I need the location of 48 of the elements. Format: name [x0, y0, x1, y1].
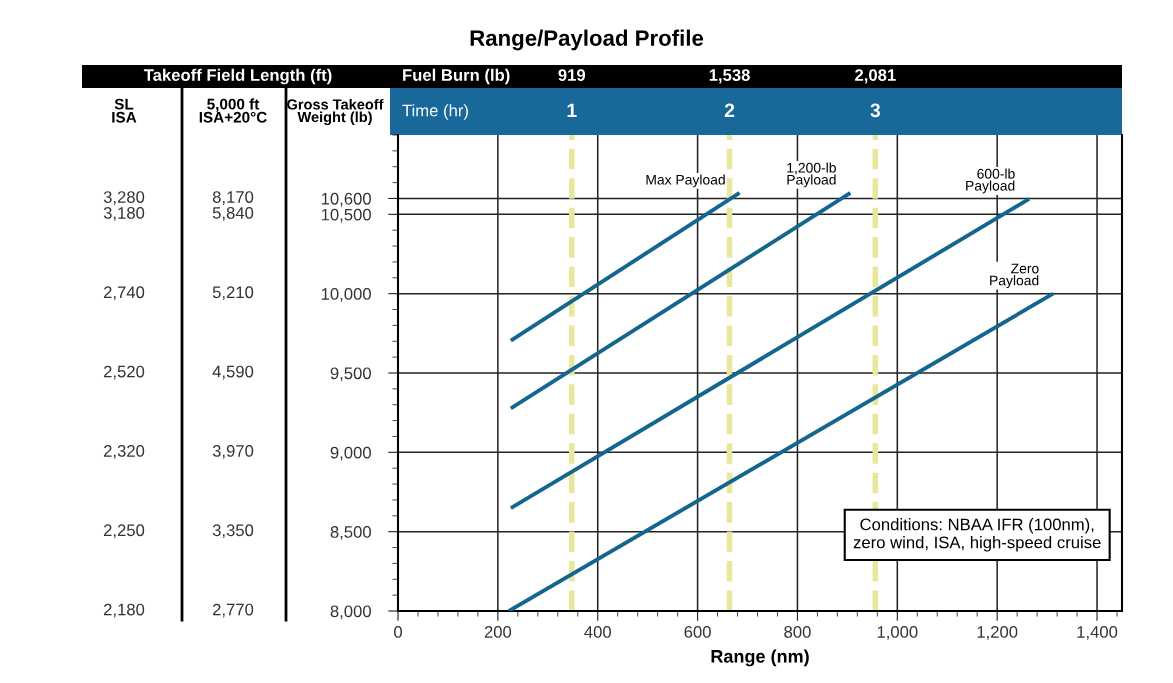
text: SL ISA	[112, 98, 137, 123]
x-tick-label: 1,400	[1077, 626, 1118, 640]
y-tick-label: 8,500	[330, 526, 371, 540]
text: 2,180	[103, 603, 145, 618]
series-label: Zero Payload	[990, 263, 1039, 289]
text: 5,210	[212, 286, 254, 301]
text: 2,081	[855, 69, 896, 84]
text: 5,840	[212, 207, 254, 221]
series-label: Max Payload	[646, 174, 725, 188]
text: 8,170	[212, 191, 254, 205]
text: Takeoff Field Length (ft)	[143, 68, 332, 85]
text: 1	[567, 103, 577, 118]
text: 2,770	[212, 603, 254, 618]
text: 3,180	[103, 207, 145, 221]
x-tick-label: 1,000	[877, 626, 918, 640]
text: 2,250	[103, 524, 145, 539]
y-axis-title: Gross Takeoff Weight (lb)	[287, 98, 384, 126]
x-tick-label: 800	[784, 626, 811, 638]
y-tick-label: 9,500	[330, 367, 371, 382]
series-label: 1,200-lb Payload	[787, 162, 836, 188]
x-tick-label: 200	[484, 626, 512, 638]
text: 2	[724, 103, 735, 118]
text: 3,280	[103, 191, 145, 205]
text: 3,970	[212, 445, 254, 459]
y-tick-label: 8,000	[330, 605, 371, 620]
x-tick-label: 400	[584, 626, 611, 638]
y-tick-label: 10,600	[321, 192, 371, 207]
series-label: 600-lb Payload	[966, 168, 1015, 194]
text: 3,350	[212, 524, 254, 539]
text: 2,740	[103, 286, 145, 301]
y-tick-label: 10,000	[321, 288, 371, 302]
text: 1,538	[709, 69, 750, 84]
text: 2,520	[103, 365, 145, 380]
text: Fuel Burn (lb)	[403, 68, 510, 85]
x-axis-title: Range (nm)	[711, 649, 809, 667]
text: 919	[558, 69, 586, 81]
text: 5,000 ft ISA+20°C	[199, 98, 267, 123]
text: 2,320	[103, 445, 145, 459]
chart-title: Range/Payload Profile	[470, 29, 704, 51]
text: Time (hr)	[402, 104, 468, 120]
text: 3	[870, 103, 881, 118]
text: 4,590	[212, 365, 254, 380]
x-tick-label: 600	[684, 626, 711, 638]
annotation: Conditions: NBAA IFR (100nm), zero wind, ISA, high-speed cruise	[853, 518, 1101, 552]
x-tick-label: 1,200	[977, 626, 1018, 640]
x-tick-label: 0	[394, 626, 402, 638]
y-tick-label: 10,500	[321, 208, 371, 223]
y-tick-label: 9,000	[330, 446, 371, 461]
